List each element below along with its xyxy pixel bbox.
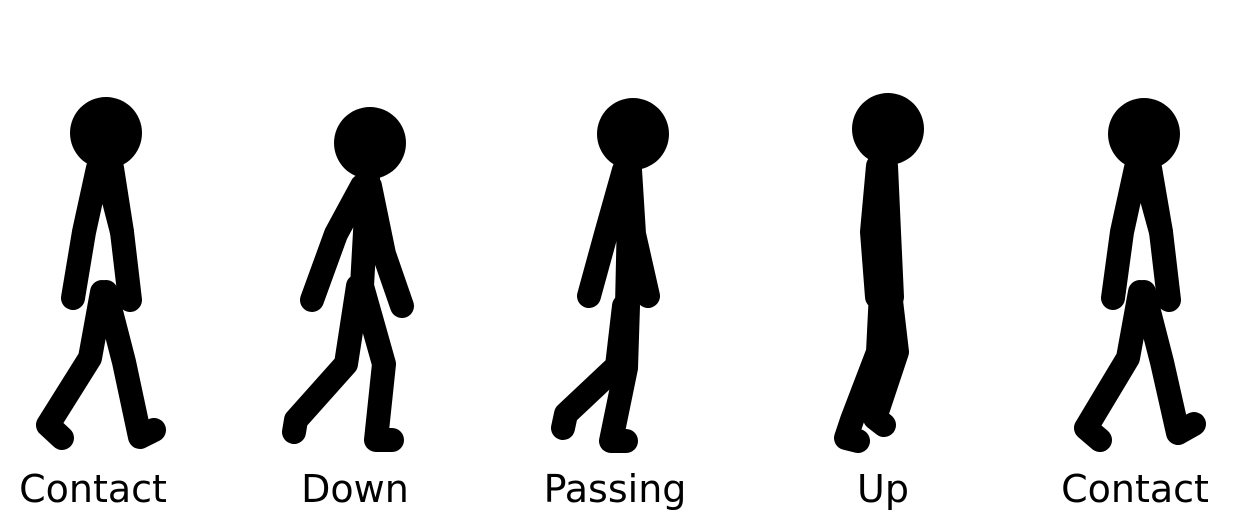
figure-back-leg [1074,280,1152,452]
figure-front-arm [358,174,414,318]
stick-figure-passing [551,98,669,453]
figure-front-leg [94,280,166,449]
stick-figure-contact-start [36,97,166,450]
figure-head [1108,98,1180,170]
pose-label-contact-end: Contact [1061,467,1209,511]
figure-head [70,97,142,169]
figure-front-arm [618,158,660,308]
figure-back-arm [300,174,374,312]
figure-front-leg [1132,280,1206,445]
pose-label-up: Up [857,467,909,511]
figure-back-arm [61,156,110,310]
figure-head [597,98,669,170]
figure-front-leg [863,280,909,437]
pose-label-contact-start: Contact [19,467,167,511]
figure-back-arm [577,158,636,308]
figure-front-leg [350,274,404,452]
figure-back-leg [36,280,114,450]
figure-front-leg [599,294,640,453]
figure-head [334,107,406,179]
stick-figure-up [834,93,924,453]
figure-front-arm [100,156,142,312]
figure-head [852,93,924,165]
figure-back-leg [834,280,893,453]
pose-label-down: Down [301,467,409,511]
figure-back-arm [1101,156,1148,310]
stick-figure-down [282,107,414,452]
figure-front-arm [1138,156,1181,312]
figure-front-arm [874,154,904,309]
figure-back-leg [282,274,370,444]
stick-figure-contact-end [1074,98,1206,452]
pose-label-passing: Passing [543,467,687,511]
